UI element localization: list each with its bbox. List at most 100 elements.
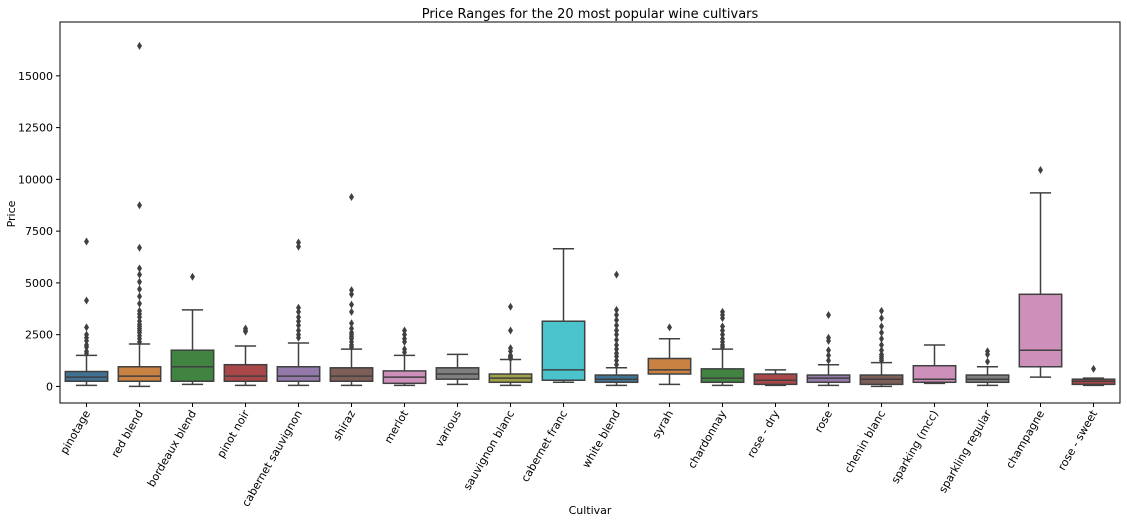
box bbox=[753, 373, 798, 386]
outlier-point bbox=[296, 330, 301, 339]
y-tick-label: 0 bbox=[46, 380, 53, 393]
x-tick-label: chenin blanc bbox=[842, 408, 888, 475]
outlier-point bbox=[349, 328, 354, 337]
plot-area bbox=[64, 41, 1116, 388]
outlier-point bbox=[349, 319, 354, 328]
x-tick-label: chardonnay bbox=[685, 408, 729, 471]
box bbox=[700, 368, 745, 384]
outlier-point bbox=[614, 326, 619, 335]
outlier-point bbox=[296, 313, 301, 322]
outlier-point bbox=[985, 357, 990, 366]
box bbox=[647, 357, 692, 375]
outlier-point bbox=[508, 326, 513, 335]
x-tick-label: sparkling regular bbox=[936, 408, 994, 496]
outlier-point bbox=[879, 314, 884, 323]
outlier-point bbox=[508, 344, 513, 353]
outlier-point bbox=[137, 277, 142, 286]
outlier-point bbox=[614, 345, 619, 354]
outlier-point bbox=[879, 306, 884, 315]
outlier-point bbox=[243, 324, 248, 333]
box-group bbox=[223, 324, 268, 387]
y-tick-label: 5000 bbox=[25, 277, 53, 290]
box-group bbox=[541, 247, 586, 384]
box bbox=[329, 367, 374, 383]
outlier-point bbox=[614, 349, 619, 358]
outlier-point bbox=[296, 307, 301, 316]
outlier-point bbox=[84, 347, 89, 356]
outlier-point bbox=[296, 321, 301, 330]
box-group bbox=[1071, 364, 1116, 387]
outlier-point bbox=[826, 356, 831, 365]
outlier-point bbox=[985, 347, 990, 356]
outlier-point bbox=[84, 296, 89, 305]
outlier-point bbox=[402, 334, 407, 343]
outlier-point bbox=[720, 307, 725, 316]
y-tick-label: 2500 bbox=[25, 329, 53, 342]
box-group bbox=[64, 237, 109, 387]
outlier-point bbox=[349, 307, 354, 316]
outlier-point bbox=[137, 243, 142, 252]
outlier-point bbox=[349, 324, 354, 333]
x-tick-label: cabernet sauvignon bbox=[239, 408, 305, 509]
outlier-point bbox=[402, 326, 407, 335]
box-group bbox=[594, 270, 639, 387]
outlier-point bbox=[614, 330, 619, 339]
outlier-point bbox=[296, 238, 301, 247]
outlier-point bbox=[296, 326, 301, 335]
y-axis: 0 2500 5000 7500 10000 12500 15000 bbox=[18, 70, 60, 393]
outlier-point bbox=[879, 346, 884, 355]
x-tick-label: rose bbox=[812, 408, 835, 435]
box bbox=[223, 363, 268, 383]
x-tick-label: pinot noir bbox=[214, 408, 252, 461]
x-tick-label: sparking (mcc) bbox=[889, 408, 941, 486]
box bbox=[541, 320, 586, 381]
outlier-point bbox=[614, 335, 619, 344]
x-tick-label: pinotage bbox=[58, 408, 94, 457]
box-group bbox=[435, 353, 480, 386]
box bbox=[912, 364, 957, 384]
outlier-point bbox=[402, 345, 407, 354]
outlier-point bbox=[137, 41, 142, 50]
x-tick-label: champagne bbox=[1003, 408, 1047, 471]
outlier-point bbox=[84, 330, 89, 339]
y-tick-label: 15000 bbox=[18, 70, 53, 83]
box-group bbox=[965, 347, 1010, 387]
outlier-point bbox=[614, 310, 619, 319]
y-axis-title: Price bbox=[5, 200, 18, 227]
outlier-point bbox=[296, 303, 301, 312]
outlier-point bbox=[349, 286, 354, 295]
outlier-point bbox=[84, 323, 89, 332]
x-tick-label: various bbox=[433, 408, 465, 450]
outlier-point bbox=[84, 237, 89, 246]
box-group bbox=[859, 306, 904, 388]
outlier-point bbox=[1038, 166, 1043, 175]
box-group bbox=[170, 272, 215, 386]
box-group bbox=[329, 192, 374, 387]
box-group bbox=[382, 326, 427, 387]
outlier-point bbox=[137, 270, 142, 279]
x-tick-label: rose - dry bbox=[745, 408, 783, 460]
outlier-point bbox=[720, 330, 725, 339]
outlier-point bbox=[879, 328, 884, 337]
y-tick-label: 10000 bbox=[18, 173, 53, 186]
y-tick-label: 12500 bbox=[18, 122, 53, 135]
outlier-point bbox=[614, 341, 619, 350]
outlier-point bbox=[879, 334, 884, 343]
outlier-point bbox=[720, 326, 725, 335]
outlier-point bbox=[826, 351, 831, 360]
x-tick-label: white blend bbox=[580, 408, 623, 470]
x-tick-label: rose - sweet bbox=[1055, 407, 1100, 472]
x-tick-label: cabernet franc bbox=[519, 408, 571, 484]
box bbox=[276, 366, 321, 383]
plot-frame bbox=[59, 21, 1121, 404]
outlier-point bbox=[296, 317, 301, 326]
outlier-point bbox=[402, 330, 407, 339]
outlier-point bbox=[137, 306, 142, 315]
outlier-point bbox=[349, 290, 354, 299]
outlier-point bbox=[137, 317, 142, 326]
outlier-point bbox=[508, 351, 513, 360]
box-group bbox=[912, 344, 957, 385]
outlier-point bbox=[879, 350, 884, 359]
